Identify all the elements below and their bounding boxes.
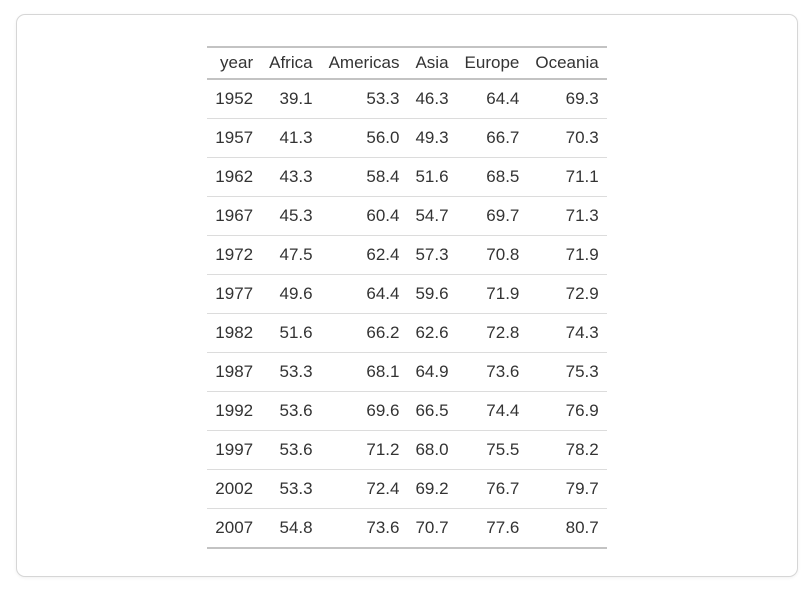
table-header: year Africa Americas Asia Europe Oceania [207,47,607,80]
value-cell: 71.2 [320,430,408,470]
value-cell: 70.7 [407,508,457,548]
column-header-americas: Americas [320,47,408,80]
value-cell: 49.6 [261,274,321,314]
table-row: 1997 53.6 71.2 68.0 75.5 78.2 [207,430,607,470]
year-cell: 1987 [207,352,262,392]
column-header-europe: Europe [456,47,528,80]
value-cell: 78.2 [527,430,607,470]
table-row: 1992 53.6 69.6 66.5 74.4 76.9 [207,391,607,431]
column-header-oceania: Oceania [527,47,607,80]
value-cell: 64.4 [320,274,408,314]
header-row: year Africa Americas Asia Europe Oceania [207,47,607,80]
value-cell: 62.6 [407,313,457,353]
value-cell: 71.9 [527,235,607,275]
value-cell: 76.9 [527,391,607,431]
table-row: 2002 53.3 72.4 69.2 76.7 79.7 [207,469,607,509]
year-cell: 1982 [207,313,262,353]
value-cell: 72.4 [320,469,408,509]
year-cell: 1997 [207,430,262,470]
value-cell: 43.3 [261,157,321,197]
value-cell: 53.6 [261,430,321,470]
year-cell: 1977 [207,274,262,314]
value-cell: 71.1 [527,157,607,197]
table-row: 1962 43.3 58.4 51.6 68.5 71.1 [207,157,607,197]
value-cell: 74.3 [527,313,607,353]
value-cell: 62.4 [320,235,408,275]
value-cell: 69.7 [456,196,528,236]
year-cell: 1967 [207,196,262,236]
value-cell: 66.2 [320,313,408,353]
value-cell: 75.5 [456,430,528,470]
value-cell: 76.7 [456,469,528,509]
value-cell: 71.3 [527,196,607,236]
value-cell: 72.9 [527,274,607,314]
value-cell: 72.8 [456,313,528,353]
value-cell: 75.3 [527,352,607,392]
value-cell: 69.2 [407,469,457,509]
value-cell: 79.7 [527,469,607,509]
value-cell: 73.6 [320,508,408,548]
content-card: year Africa Americas Asia Europe Oceania… [16,14,798,577]
value-cell: 66.7 [456,118,528,158]
value-cell: 39.1 [279,89,313,108]
value-cell: 70.3 [527,118,607,158]
value-cell: 41.3 [261,118,321,158]
value-cell: 70.8 [456,235,528,275]
table-body: 1952 39.1 53.3 46.3 64.4 69.3 1957 41.3 56.0 49.3… [207,79,607,548]
value-cell: 66.5 [407,391,457,431]
value-cell: 54.8 [261,508,321,548]
value-cell: 64.9 [407,352,457,392]
year-cell: 2007 [207,508,262,548]
column-header-year: year [207,47,262,80]
value-cell: 54.7 [407,196,457,236]
value-cell: 77.6 [456,508,528,548]
value-cell: 69.6 [320,391,408,431]
value-cell: 47.5 [261,235,321,275]
table-row: 1987 53.3 68.1 64.9 73.6 75.3 [207,352,607,392]
value-cell: 80.7 [527,508,607,548]
value-cell: 68.5 [456,157,528,197]
value-cell: 68.1 [320,352,408,392]
table-row: 1967 45.3 60.4 54.7 69.7 71.3 [207,196,607,236]
column-header-asia: Asia [407,47,457,80]
life-expectancy-table: year Africa Americas Asia Europe Oceania… [207,46,607,549]
value-cell: 60.4 [320,196,408,236]
table-row: 1977 49.6 64.4 59.6 71.9 72.9 [207,274,607,314]
value-cell: 51.6 [407,157,457,197]
year-cell: 1992 [207,391,262,431]
table-row: 1972 47.5 62.4 57.3 70.8 71.9 [207,235,607,275]
table-row: 1982 51.6 66.2 62.6 72.8 74.3 [207,313,607,353]
value-cell: 69.3 [565,89,599,108]
table-row: 2007 54.8 73.6 70.7 77.6 80.7 [207,508,607,548]
year-cell: 1972 [207,235,262,275]
value-cell: 68.0 [407,430,457,470]
value-cell: 46.3 [415,89,449,108]
value-cell: 59.6 [407,274,457,314]
value-cell: 53.6 [261,391,321,431]
value-cell: 57.3 [407,235,457,275]
value-cell: 53.3 [261,469,321,509]
value-cell: 58.4 [320,157,408,197]
value-cell: 56.0 [320,118,408,158]
value-cell: 45.3 [261,196,321,236]
value-cell: 74.4 [456,391,528,431]
value-cell: 53.3 [261,352,321,392]
value-cell: 53.3 [366,89,400,108]
year-cell: 2002 [207,469,262,509]
value-cell: 49.3 [407,118,457,158]
table-row: 1952 39.1 53.3 46.3 64.4 69.3 [207,79,606,119]
column-header-africa: Africa [261,47,321,80]
year-cell: 1957 [207,118,262,158]
value-cell: 51.6 [261,313,321,353]
table-row: 1957 41.3 56.0 49.3 66.7 70.3 [207,118,607,158]
year-cell: 1952 [215,89,254,108]
value-cell: 73.6 [456,352,528,392]
year-cell: 1962 [207,157,262,197]
value-cell: 71.9 [456,274,528,314]
value-cell: 64.4 [486,89,520,108]
